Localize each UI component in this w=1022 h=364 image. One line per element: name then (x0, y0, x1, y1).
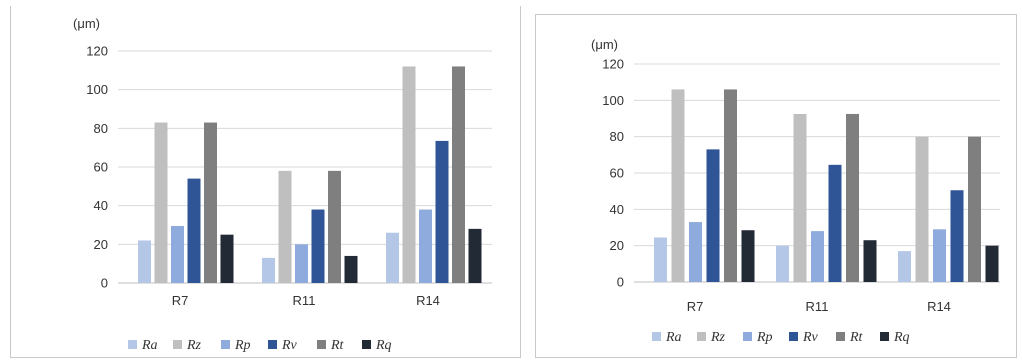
legend-label-rt: Rt (330, 338, 345, 353)
bar-ra-r7 (138, 240, 151, 283)
bar-rv-r14 (950, 190, 964, 282)
y-tick-label: 120 (602, 57, 624, 72)
chart-panel-right (535, 14, 1017, 358)
bar-rv-r14 (435, 140, 449, 283)
bar-rq-r14 (468, 228, 482, 283)
x-category-label: R7 (172, 293, 189, 308)
legend-label-ra: Ra (665, 330, 682, 345)
legend-label-ra: Ra (141, 338, 158, 353)
bar-rz-r11 (793, 113, 807, 282)
bar-rp-r14 (419, 209, 432, 283)
legend-swatch-rq (362, 340, 371, 349)
legend-label-rp: Rp (234, 338, 251, 353)
legend-label-rp: Rp (756, 330, 773, 345)
y-tick-label: 100 (602, 93, 624, 108)
legend-swatch-rv (268, 340, 277, 349)
bar-ra-r11 (776, 245, 789, 282)
legend-swatch-rz (697, 332, 706, 341)
y-unit-label: (μm) (591, 37, 618, 52)
bar-rv-r11 (828, 164, 842, 282)
legend-label-rz: Rz (710, 330, 726, 345)
bar-rp-r14 (933, 229, 946, 282)
y-unit-label: (μm) (73, 16, 100, 31)
legend-swatch-rt (317, 340, 326, 349)
y-tick-label: 20 (610, 238, 624, 253)
bar-rv-r11 (311, 209, 325, 283)
legend-swatch-rt (836, 332, 845, 341)
bar-ra-r7 (654, 237, 667, 282)
bar-rq-r14 (985, 245, 999, 282)
chart-right: (μm) 0 20 40 60 80 100 120 R7 R11 R14 Ra Rz Rp Rv Rt Rq (591, 37, 1000, 345)
bar-ra-r14 (386, 232, 399, 283)
legend-label-rq: Rq (375, 338, 392, 353)
bar-rq-r11 (344, 255, 358, 283)
bar-rz-r7 (671, 89, 685, 282)
bar-rt-r14 (452, 66, 465, 283)
y-tick-label: 40 (94, 198, 108, 213)
legend-swatch-rv (789, 332, 798, 341)
bar-rp-r11 (295, 244, 308, 283)
bar-rt-r7 (724, 89, 737, 282)
y-tick-label: 0 (101, 276, 108, 291)
legend-swatch-rz (173, 340, 182, 349)
legend-label-rz: Rz (186, 338, 202, 353)
bar-rz-r7 (154, 122, 168, 284)
bar-rt-r11 (328, 170, 341, 283)
legend-swatch-rq (880, 332, 889, 341)
y-tick-label: 80 (610, 129, 624, 144)
x-category-label: R11 (293, 293, 316, 308)
bar-rv-r7 (706, 149, 720, 282)
bar-rq-r7 (220, 234, 234, 283)
legend-swatch-ra (128, 340, 137, 349)
bar-rt-r11 (846, 113, 859, 282)
y-tick-label: 0 (617, 275, 624, 290)
y-tick-label: 60 (94, 160, 108, 175)
y-tick-label: 40 (610, 202, 624, 217)
bar-rq-r11 (863, 240, 877, 282)
chart-left: (μm) 0 20 40 60 80 100 120 R7 R11 R14 Ra Rz Rp Rv Rt Rq (73, 16, 492, 353)
bar-rp-r7 (689, 222, 702, 282)
bar-rz-r14 (915, 136, 929, 282)
legend-swatch-rp (743, 332, 752, 341)
x-category-label: R11 (806, 299, 829, 314)
legend-label-rv: Rv (281, 338, 298, 353)
bar-rp-r7 (171, 225, 184, 283)
bar-rv-r7 (187, 178, 201, 283)
y-tick-label: 20 (94, 237, 108, 252)
bar-ra-r11 (262, 257, 275, 283)
bar-rp-r11 (811, 231, 824, 282)
legend-label-rt: Rt (849, 330, 864, 345)
bar-rt-r7 (204, 122, 217, 284)
bar-ra-r14 (898, 251, 911, 282)
y-tick-label: 120 (86, 44, 108, 59)
y-tick-label: 100 (86, 82, 108, 97)
y-tick-label: 60 (610, 166, 624, 181)
bar-rz-r14 (402, 66, 416, 283)
x-category-label: R7 (687, 299, 704, 314)
bar-rq-r7 (741, 230, 755, 282)
x-category-label: R14 (416, 293, 440, 308)
legend-swatch-ra (652, 332, 661, 341)
bar-rt-r14 (968, 136, 981, 282)
y-tick-label: 80 (94, 121, 108, 136)
bar-rz-r11 (278, 170, 292, 283)
x-category-label: R14 (927, 299, 951, 314)
legend-label-rv: Rv (802, 330, 819, 345)
legend-label-rq: Rq (893, 330, 910, 345)
legend-swatch-rp (221, 340, 230, 349)
